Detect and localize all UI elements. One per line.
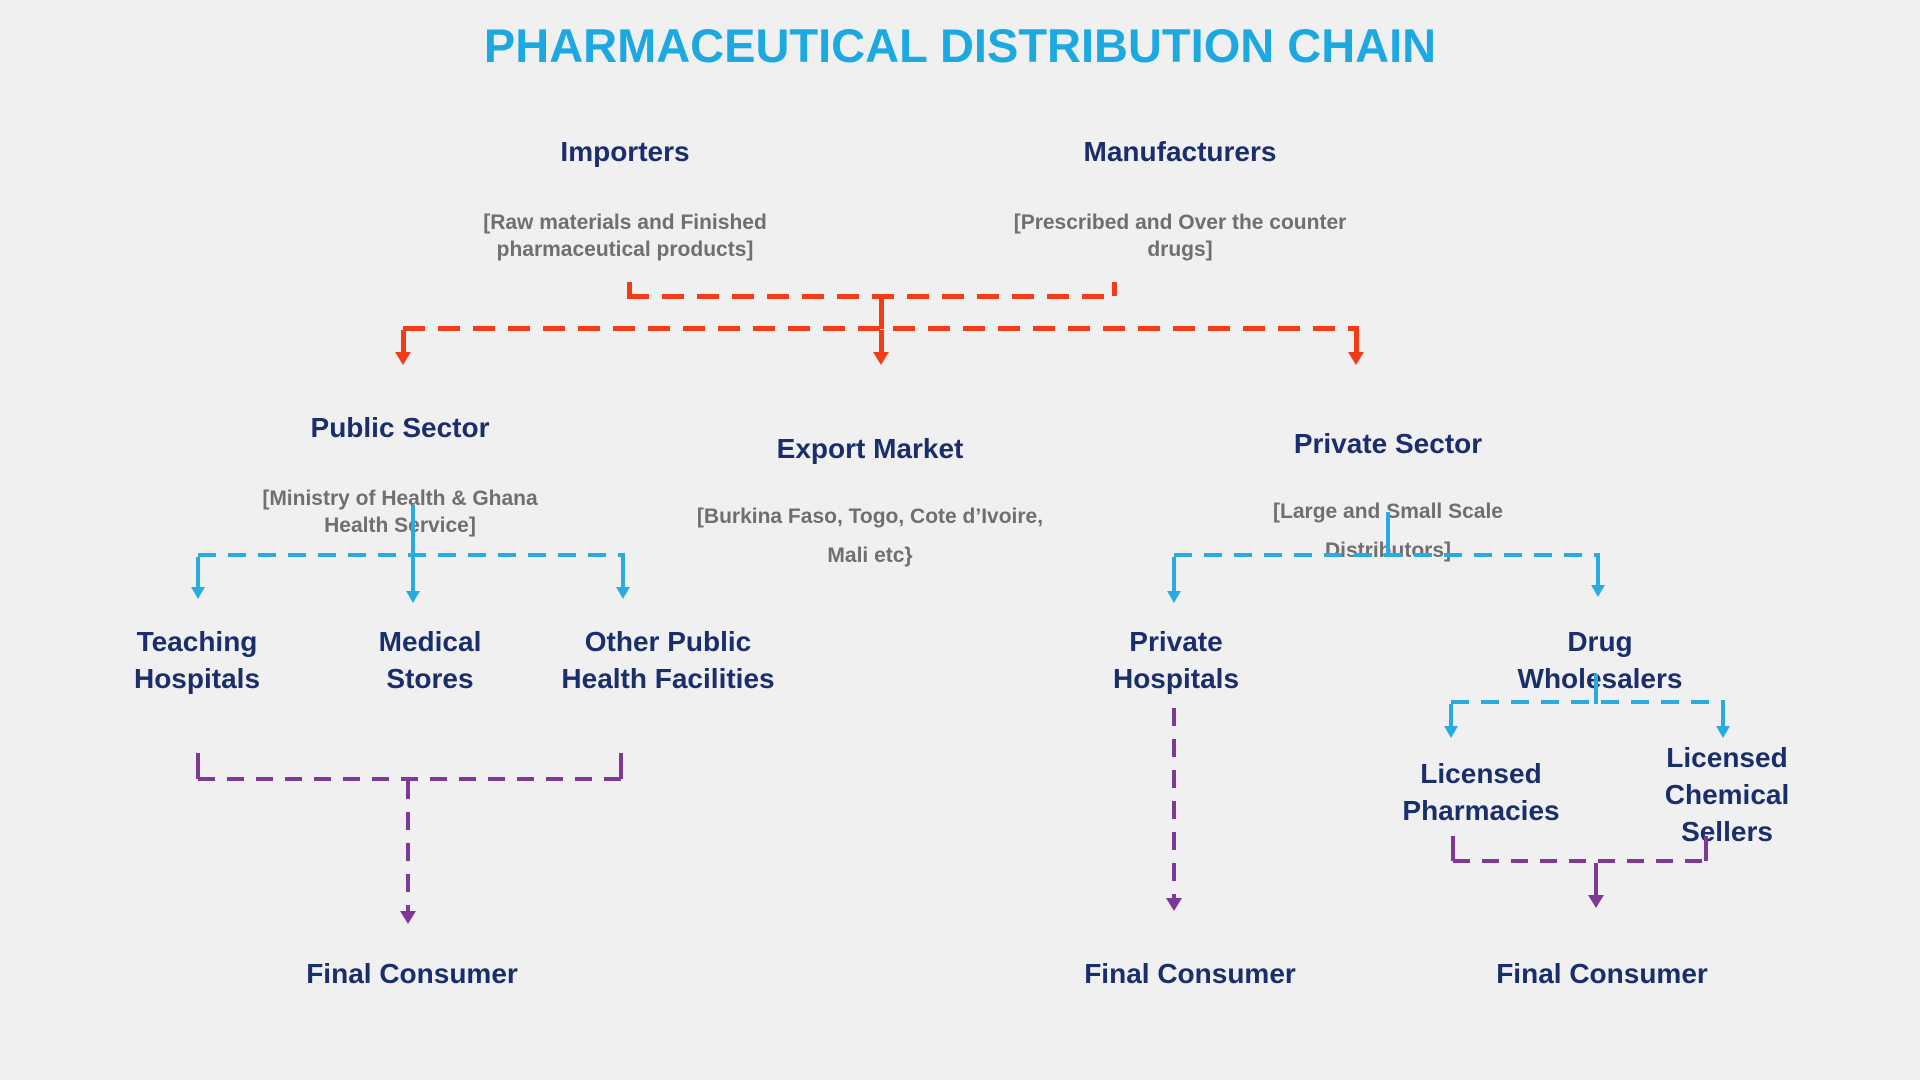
red-arrow-public [395, 352, 411, 365]
export-market-label: Export Market [776, 433, 964, 464]
node-public-sector: Public Sector [Ministry of Health & Ghan… [262, 392, 537, 558]
node-export-market: Export Market [Burkina Faso, Togo, Cote … [697, 413, 1043, 594]
node-importers: Importers [Raw materials and Finished ph… [483, 116, 767, 282]
importers-label: Importers [560, 136, 690, 167]
cyan-horizontal-private [1174, 553, 1600, 557]
cyan-arrow-pharmacies [1444, 726, 1458, 738]
node-teaching-hospitals: Teaching Hospitals [133, 626, 261, 694]
purple-tick-pharmacies [1451, 836, 1455, 861]
purple-vertical-public [406, 781, 410, 913]
node-manufacturers: Manufacturers [Prescribed and Over the c… [1014, 116, 1347, 282]
node-final-consumer-private: Final Consumer [1084, 958, 1296, 989]
purple-arrow-final-wholesale [1588, 895, 1604, 908]
cyan-horizontal-public [198, 553, 625, 557]
red-arrow-export [873, 352, 889, 365]
cyan-drop-chemical-sellers [1721, 704, 1725, 728]
node-licensed-pharmacies: Licensed Pharmacies [1402, 758, 1560, 826]
manufacturers-detail: [Prescribed and Over the counter drugs] [1013, 211, 1347, 262]
red-tick-manufacturers [1112, 282, 1117, 296]
cyan-vertical-public [411, 505, 415, 593]
cyan-drop-pharmacies [1449, 704, 1453, 728]
purple-arrow-final-private [1166, 898, 1182, 911]
cyan-drop-other-public [621, 557, 625, 589]
importers-detail: [Raw materials and Finished pharmaceutic… [483, 211, 767, 262]
red-drop-export [879, 330, 884, 352]
node-private-sector: Private Sector [Large and Small Scale Di… [1273, 408, 1503, 589]
cyan-arrow-chemical-sellers [1716, 726, 1730, 738]
node-final-consumer-wholesale: Final Consumer [1496, 958, 1708, 989]
page-title: PHARMACEUTICAL DISTRIBUTION CHAIN [483, 19, 1437, 72]
cyan-tick-wholesalers [1594, 674, 1598, 704]
purple-horizontal-wholesale [1453, 859, 1708, 863]
public-sector-label: Public Sector [310, 412, 490, 443]
red-connector-mid-vertical [879, 296, 884, 329]
cyan-drop-private-hospitals [1172, 557, 1176, 593]
purple-tick-chemical-sellers [1704, 836, 1708, 861]
cyan-drop-wholesalers [1596, 557, 1600, 587]
node-other-public-health: Other Public Health Facilities [561, 626, 775, 694]
public-sector-detail: [Ministry of Health & Ghana Health Servi… [262, 487, 538, 538]
purple-tick-teaching [196, 753, 200, 779]
cyan-arrow-wholesalers [1591, 585, 1605, 597]
purple-arrow-final-public [400, 911, 416, 924]
cyan-arrow-other-public [616, 587, 630, 599]
private-sector-label: Private Sector [1293, 428, 1483, 459]
purple-tick-other-public [619, 753, 623, 779]
cyan-drop-teaching [196, 557, 200, 589]
red-connector-top-horizontal [627, 294, 1117, 299]
cyan-vertical-private [1386, 512, 1390, 557]
node-drug-wholesalers: Drug Wholesalers [1517, 626, 1683, 694]
cyan-arrow-private-hospitals [1167, 591, 1181, 603]
purple-vertical-wholesale [1594, 863, 1598, 897]
red-arrow-private [1348, 352, 1364, 365]
red-tick-importers [627, 282, 632, 296]
node-medical-stores: Medical Stores [378, 626, 482, 694]
node-private-hospitals: Private Hospitals [1112, 626, 1240, 694]
export-market-detail: [Burkina Faso, Togo, Cote d’Ivoire, Mali… [696, 505, 1044, 567]
purple-horizontal-public [198, 777, 623, 781]
cyan-arrow-medical-stores [406, 591, 420, 603]
cyan-horizontal-wholesalers [1451, 700, 1725, 704]
node-licensed-chemical-sellers: Licensed Chemical Sellers [1664, 742, 1790, 847]
red-drop-public [401, 330, 406, 352]
red-connector-main-horizontal [403, 326, 1359, 331]
manufacturers-label: Manufacturers [1083, 136, 1277, 167]
red-drop-private [1354, 330, 1359, 352]
node-final-consumer-public: Final Consumer [306, 958, 518, 989]
cyan-arrow-teaching [191, 587, 205, 599]
purple-vertical-private [1172, 708, 1176, 900]
